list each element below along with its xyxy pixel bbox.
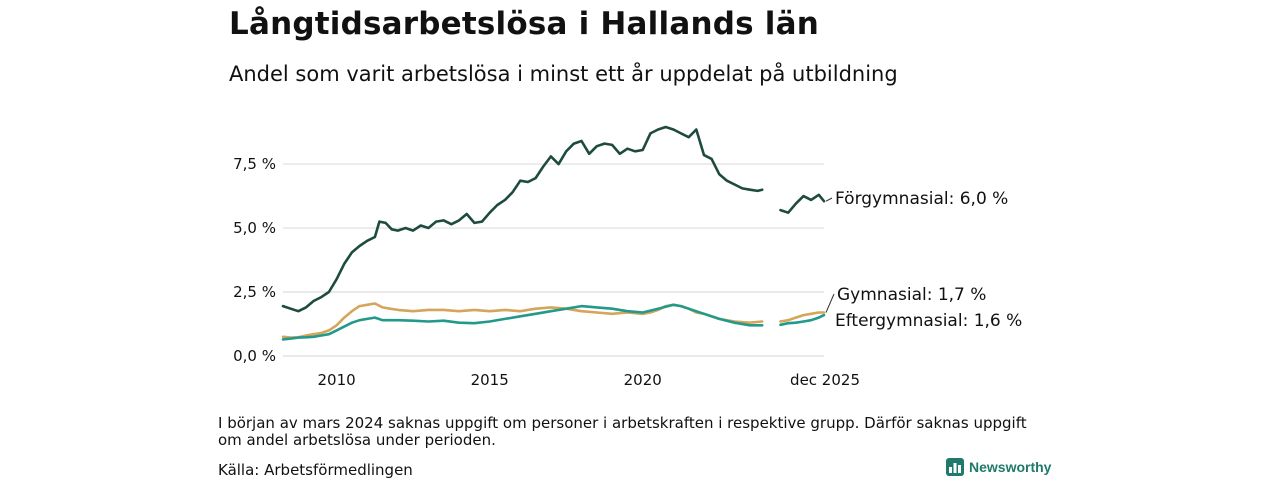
- series-label-eftergymnasial: Eftergymnasial: 1,6 %: [835, 311, 1022, 331]
- x-axis-ticks: 2010 2015 2020 dec 2025: [317, 371, 860, 389]
- x-tick-label: 2015: [471, 371, 509, 389]
- y-tick-label: 7,5 %: [233, 155, 276, 173]
- series-label-förgymnasial: Förgymnasial: 6,0 %: [835, 189, 1008, 209]
- series-line-eftergymnasial: [281, 303, 764, 341]
- y-tick-label: 0,0 %: [233, 347, 276, 365]
- series-line-förgymnasial: [281, 125, 764, 313]
- label-leader: [825, 293, 835, 313]
- grid-lines: [283, 163, 824, 357]
- x-tick-label: 2010: [317, 371, 355, 389]
- x-tick-label: 2020: [624, 371, 662, 389]
- source-text: Källa: Arbetsförmedlingen: [218, 461, 413, 479]
- brand-name: Newsworthy: [969, 459, 1052, 475]
- series-line-gymnasial: [779, 311, 826, 323]
- series-labels: Förgymnasial: 6,0 % Gymnasial: 1,7 % Efter…: [825, 189, 1022, 331]
- label-leader: [825, 197, 833, 202]
- series-lines: [281, 125, 826, 341]
- y-tick-label: 5,0 %: [233, 219, 276, 237]
- y-axis-ticks: 0,0 % 2,5 % 5,0 % 7,5 %: [233, 155, 276, 365]
- footnote: I början av mars 2024 saknas uppgift om …: [218, 414, 1027, 449]
- series-line-eftergymnasial: [779, 313, 826, 327]
- brand-logo: Newsworthy: [946, 458, 1051, 476]
- series-line-förgymnasial: [779, 193, 826, 214]
- series-label-gymnasial: Gymnasial: 1,7 %: [837, 285, 986, 305]
- y-tick-label: 2,5 %: [233, 283, 276, 301]
- x-tick-label: dec 2025: [790, 371, 860, 389]
- newsworthy-icon: [946, 458, 964, 476]
- chart-title: Långtidsarbetslösa i Hallands län: [229, 6, 819, 42]
- chart-subtitle: Andel som varit arbetslösa i minst ett å…: [229, 62, 898, 86]
